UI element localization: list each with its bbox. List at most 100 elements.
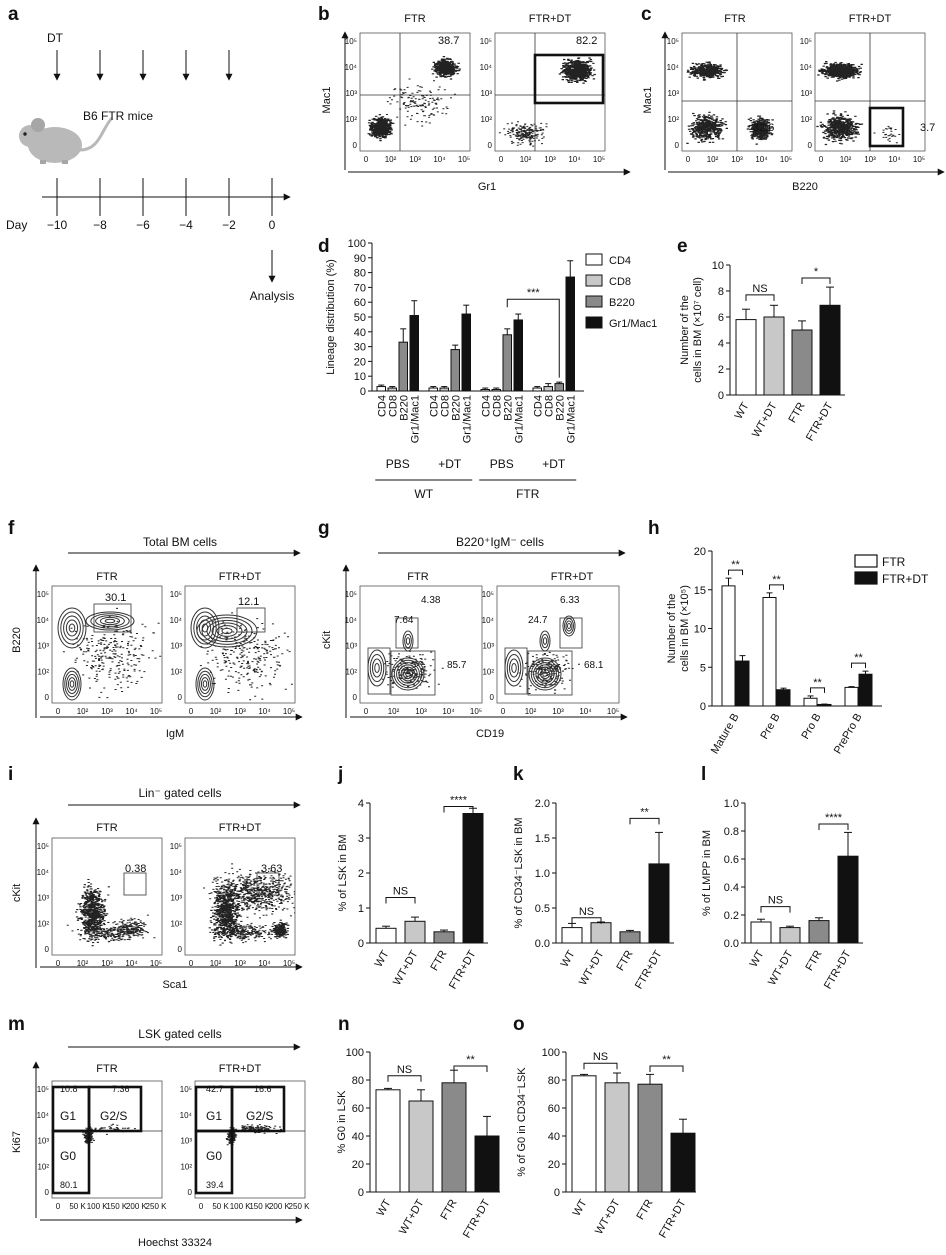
x-tick-label: Gr1/Mac1 [409,395,421,443]
x-tick-label: WT+DT [750,400,780,439]
x-tick-label: CD8 [491,395,503,417]
significance-label: ** [640,806,649,818]
y-axis-label: % of LSK in BM [337,834,349,911]
significance-bracket [769,584,784,590]
event-dots [209,922,279,944]
x-tick-label: WT [733,400,752,421]
x-tick-label: 10⁴ [258,707,271,716]
y-tick-label: 0 [45,945,50,954]
y-tick-label: 6 [718,312,724,324]
x-tick-label: Gr1/Mac1 [565,395,577,443]
events [367,56,461,142]
y-tick-label: 0 [45,693,50,702]
y-tick-label: 10² [480,115,492,124]
contour-line [63,615,81,641]
y-tick-label: 10³ [37,894,49,903]
y-tick-label: 10² [800,115,812,124]
panel-label-e: e [677,236,688,257]
x-tick-label: FTR+DT [633,948,665,991]
bar [502,334,512,392]
day-tick: −8 [93,218,107,232]
event-dots [367,114,395,142]
y-tick-label: 20 [694,546,706,558]
x-tick-label: 10⁵ [458,155,470,164]
y-tick-label: 10⁵ [180,1085,192,1094]
y-tick-label: 4 [718,338,724,350]
plot-frame [51,837,163,956]
events [190,607,293,701]
y-tick-label: 10⁴ [180,1111,193,1120]
bar-chart: 0 5 10 15 20 Number of thecells in BM (×10⁵) *… [666,546,882,756]
gate-percent: 85.7 [447,660,467,671]
events [82,1123,143,1148]
panel-label-j: j [337,764,343,785]
legend-swatch [585,295,603,308]
contour-line [511,663,517,673]
y-tick-label: 80 [352,1075,364,1087]
panel-f: f Total BM cells B220 IgM FTR FTR+DT 0 10… [8,518,303,740]
x-tick-label: 0 [501,707,506,716]
gate-percent: 32.6 [753,122,774,134]
significance-label: ** [466,1054,475,1066]
lsk-gate [256,872,280,896]
event-dots [203,863,295,921]
y-tick-label: 10² [37,919,49,928]
x-tick-label: WT+DT [397,1197,427,1236]
events [57,607,162,701]
flow-plot: 0 10² 10³ 10⁴ 10⁵ 10⁵ 10⁴ 10³ 10² 0 [37,837,163,968]
mice-label: B6 FTR mice [83,109,153,123]
x-tick-label: 10² [210,707,222,716]
flow-plot: 0 10² 10³ 10⁴ 10⁵ 10⁵ 10⁴ 10³ 10² 0 [345,32,471,164]
y-tick-label: 90 [354,253,366,265]
significance-label: NS [752,283,767,295]
plot-title: FTR [404,13,425,25]
y-tick-label: 0 [178,693,183,702]
x-tick-label: 0 [189,959,194,968]
legend-swatch [585,316,603,329]
y-tick-label: 0 [358,1187,364,1199]
y-tick-label: 2 [718,364,724,376]
y-tick-label: 0 [700,701,706,713]
contour-line [216,625,238,637]
contour-line [69,680,75,688]
ckit-pos-gate [395,617,419,649]
day-label: Day [6,218,27,232]
x-tick-label: 10⁵ [150,707,162,716]
plot-title: FTR [724,13,745,25]
bar [543,386,553,392]
y-tick-label: 10³ [170,894,182,903]
y-axis-label-line: cells in BM (×10⁷ cell) [692,277,704,383]
y-axis-label-line: Number of the [679,295,691,365]
x-tick-label: WT+DT [391,948,421,987]
y-tick-label: 10⁴ [170,616,183,625]
x-tick-label: 10³ [864,155,876,164]
bar [376,386,386,392]
events [816,61,901,146]
significance-label: ** [854,652,863,664]
timeline-ticks [56,178,273,216]
contour-line [65,619,79,637]
x-tick-label: FTR+DT [461,1197,493,1240]
bar [474,1135,500,1193]
x-tick-label: 0 [819,155,824,164]
significance-bracket [745,294,775,301]
x-tick-label: 10⁵ [150,959,162,968]
contour-line [537,666,553,682]
y-tick-label: 10² [345,115,357,124]
y-tick-label: 10⁵ [345,37,357,46]
y-tick-label: 10 [354,371,366,383]
x-tick-label: 200 K [126,1202,148,1211]
events [504,615,580,694]
ckit-pos-gate [559,617,583,649]
significance-bracket [443,806,474,813]
legend-label: FTR+DT [882,572,929,586]
bar-chart: 0 20 40 60 80 100 % of G0 in CD34⁻LSK WT WT+DT FT… [516,1047,696,1240]
gate-percent: 7.64 [394,615,414,626]
gate-percent: 7.36 [112,1084,130,1094]
y-tick-label: 20 [548,1159,560,1171]
contour-line [195,667,215,701]
panel-m: m LSK gated cells Ki67 Hoechst 33324 FTR… [8,1014,310,1249]
x-tick-label: 10³ [409,155,421,164]
